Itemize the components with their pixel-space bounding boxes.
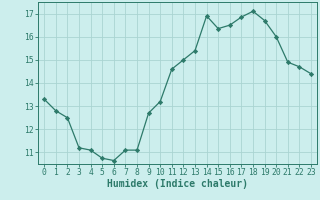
X-axis label: Humidex (Indice chaleur): Humidex (Indice chaleur) xyxy=(107,179,248,189)
